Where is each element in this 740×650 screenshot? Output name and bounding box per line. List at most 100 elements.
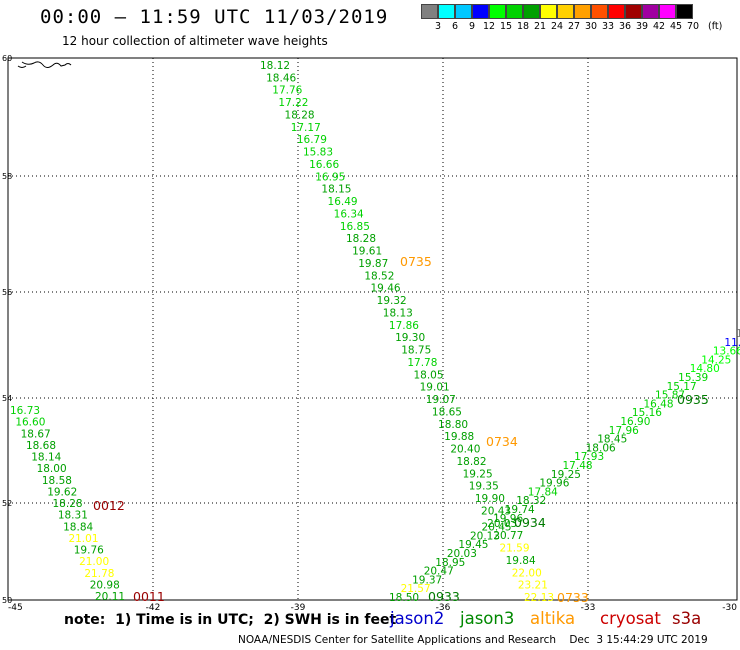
wave-height-value: 19.74	[505, 504, 535, 516]
pass-time-label: 0011	[133, 589, 165, 604]
latitude-tick-label: 52	[2, 499, 12, 508]
wave-height-value: 19.46	[371, 283, 401, 295]
wave-height-value: 20.40	[450, 444, 480, 456]
longitude-tick-label: -30	[722, 603, 737, 613]
color-legend: 3 6 9 12 15 18 21 24 27 30 33 36 39 42 45 70 (ft)	[421, 4, 729, 33]
wave-height-value: 18.45	[597, 434, 627, 446]
wave-height-value: 18.67	[21, 428, 51, 440]
wave-height-value: 18.31	[58, 510, 88, 522]
wave-height-value: 17.93	[574, 451, 604, 463]
wave-height-value: 21.59	[499, 543, 529, 555]
legend-swatch	[506, 4, 523, 19]
wave-height-value: 16.66	[309, 159, 339, 171]
wave-height-value: 16.48	[643, 398, 673, 410]
legend-label: 30	[585, 21, 598, 32]
wave-height-value: 18.13	[383, 307, 413, 319]
wave-height-value: 17.22	[278, 97, 308, 109]
wave-height-value: 16.34	[334, 208, 364, 220]
legend-swatch	[421, 4, 438, 19]
wave-height-value: 17.76	[272, 85, 302, 97]
wave-height-value: 15.16	[632, 407, 662, 419]
legend-swatch	[455, 4, 472, 19]
wave-height-value: 18.06	[586, 442, 616, 454]
wave-height-value: 18.12	[260, 60, 290, 72]
wave-height-value: 20.47	[424, 566, 454, 578]
legend-swatch	[523, 4, 540, 19]
wave-height-value: 18.46	[266, 72, 296, 84]
wave-height-value: 17.48	[563, 460, 593, 472]
legend-label: 9	[469, 21, 476, 32]
wave-height-value: 18.84	[63, 521, 93, 533]
longitude-tick-label: -33	[581, 603, 596, 613]
legend-swatch	[625, 4, 642, 19]
wave-height-value: 20.45	[482, 522, 512, 534]
wave-height-value: 18.50	[389, 592, 419, 604]
wave-height-value: 16.79	[297, 134, 327, 146]
wave-height-value: 14.80	[690, 363, 720, 375]
latitude-tick-label: 56	[2, 288, 12, 297]
latitude-tick-label: 60	[2, 54, 12, 63]
legend-swatch	[489, 4, 506, 19]
wave-height-value: 17.78	[407, 357, 437, 369]
satellite-legend-jason3: jason3	[460, 609, 515, 628]
satellite-legend-cryosat: cryosat	[600, 609, 661, 628]
wave-height-value: 19.96	[539, 478, 569, 490]
wave-height-value: 20.13	[470, 530, 500, 542]
longitude-tick-label: -42	[146, 603, 161, 613]
footer-note: note: 1) Time is in UTC; 2) SWH is in fe…	[64, 612, 397, 628]
wave-height-value: 19.88	[444, 431, 474, 443]
pass-time-label: 0733	[557, 590, 589, 605]
latitude-tick-label: 50	[2, 596, 12, 605]
wave-height-value: 18.32	[516, 495, 546, 507]
wave-height-value: 1.	[736, 328, 740, 340]
legend-label: 12	[483, 21, 496, 32]
legend-swatch	[642, 4, 659, 19]
map-frame	[7, 57, 738, 601]
wave-height-value: 19.32	[377, 295, 407, 307]
wave-height-value: 18.28	[53, 498, 83, 510]
satellite-legend-jason2: jason2	[390, 609, 445, 628]
pass-time-label: 0935	[677, 392, 709, 407]
legend-swatch	[557, 4, 574, 19]
wave-height-value: 19.61	[352, 246, 382, 258]
wave-height-value: 20.03	[487, 518, 517, 530]
wave-height-value: 17.84	[528, 486, 558, 498]
legend-label: 70	[687, 21, 700, 32]
legend-swatch	[608, 4, 625, 19]
wave-height-value: 19.76	[74, 545, 104, 557]
wave-height-value: 17.96	[609, 425, 639, 437]
wave-height-value: 18.28	[285, 109, 315, 121]
wave-height-value: 18.28	[346, 233, 376, 245]
wave-height-value: 16.73	[10, 405, 40, 417]
wave-height-value: 18.52	[364, 270, 394, 282]
wave-height-value: 20.03	[447, 548, 477, 560]
satellite-legend-s3a: s3a	[672, 609, 702, 628]
wave-height-value: 21.78	[84, 568, 114, 580]
wave-height-value: 19.90	[475, 493, 505, 505]
wave-height-value: 19.35	[469, 481, 499, 493]
legend-label: 33	[602, 21, 615, 32]
wave-height-value: 19.25	[463, 468, 493, 480]
legend-label: 18	[517, 21, 530, 32]
wave-height-value: 19.30	[395, 332, 425, 344]
longitude-tick-label: -39	[291, 603, 306, 613]
wave-height-value: 18.80	[438, 419, 468, 431]
latitude-tick-label: 54	[2, 394, 12, 403]
legend-label: 24	[551, 21, 564, 32]
credit-line: NOAA/NESDIS Center for Satellite Applica…	[238, 634, 708, 646]
wave-height-value: 18.65	[432, 406, 462, 418]
legend-swatch	[540, 4, 557, 19]
legend-swatch	[591, 4, 608, 19]
wave-height-value: 21.01	[68, 533, 98, 545]
wave-height-value: 22.13	[524, 592, 554, 604]
wave-height-value: 18.82	[456, 456, 486, 468]
wave-height-value: 16.85	[340, 221, 370, 233]
wave-height-value: 18.75	[401, 345, 431, 357]
wave-height-value: 18.95	[435, 557, 465, 569]
wave-height-value: 19.87	[358, 258, 388, 270]
wave-height-value: 19.96	[493, 513, 523, 525]
legend-swatch	[676, 4, 693, 19]
latitude-tick-label: 58	[2, 172, 12, 181]
legend-swatch	[659, 4, 676, 19]
